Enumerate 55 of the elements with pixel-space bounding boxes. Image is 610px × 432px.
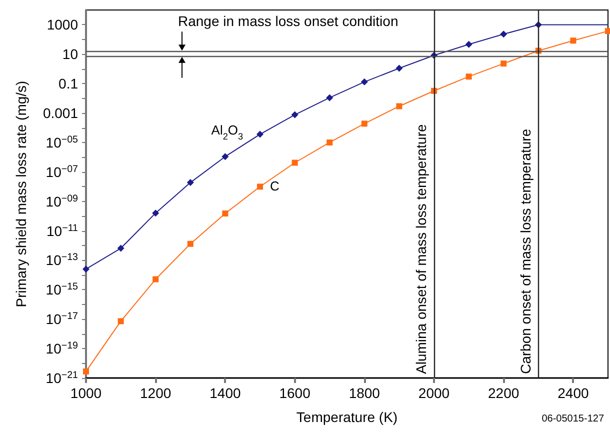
x-tick-label: 1200 [140,385,172,401]
point [257,184,263,190]
point [500,60,507,67]
x-tick-label: 2000 [418,385,450,401]
x-tick-label: 1600 [279,385,311,401]
point [291,111,298,118]
point [361,120,368,127]
point [465,40,472,48]
x-tick-label: 1400 [210,385,241,401]
x-tick-label: 1000 [70,385,102,401]
ref-line-label: Carbon onset of mass loss temperature [517,128,534,374]
y-tick-label: 10 [62,46,78,62]
point [187,240,194,247]
annotation: Range in mass loss onset condition [178,13,398,29]
y-tick-label: 10$^{−11}$ [46,222,78,239]
x-tick-label: 1800 [348,385,380,401]
y-tick-label: 10$^{−05}$ [46,134,79,150]
y-tick-label: 10$^{−09}$ [46,192,78,210]
x-axis-title: Temperature (K) [296,409,398,425]
ref-line-label: Alumina onset of mass loss temperature [413,124,429,374]
point [118,318,124,324]
point [605,28,610,34]
point [292,160,298,166]
y-tick-label: 10$^{−13}$ [46,252,79,268]
y-tick-label: 10$^{−15}$ [46,281,79,298]
text: 06-05015-127 [542,414,604,424]
point [360,78,368,86]
point [222,153,229,160]
point [326,94,334,102]
point [82,266,90,273]
point [500,30,508,38]
x-tick-label: 2400 [558,385,589,401]
y-tick-label: 0.1 [58,76,78,92]
point [326,139,333,146]
y-tick-label: 10$^{−17}$ [46,310,78,328]
y-tick-label: 10$^{−19}$ [46,340,78,357]
point [256,130,264,138]
point [396,103,402,110]
x-tick-label: 2200 [488,385,520,401]
series-label: Al$_{2}$O$_{3}$ [211,122,244,142]
point [222,210,228,216]
point [83,368,89,374]
point [570,38,576,44]
point [152,210,160,217]
y-tick-label: 1000 [46,16,78,33]
point [466,74,472,80]
y-axis-title: Primary shield mass loss rate (mg/s) [13,80,29,308]
point [186,179,194,186]
point [152,276,159,282]
y-tick-label: 0.001 [42,105,78,122]
series-label: C [270,178,280,194]
point [396,64,403,72]
y-tick-label: 10$^{−07}$ [46,163,78,180]
y-tick-label: 10$^{−21}$ [46,370,78,386]
point [117,244,124,252]
